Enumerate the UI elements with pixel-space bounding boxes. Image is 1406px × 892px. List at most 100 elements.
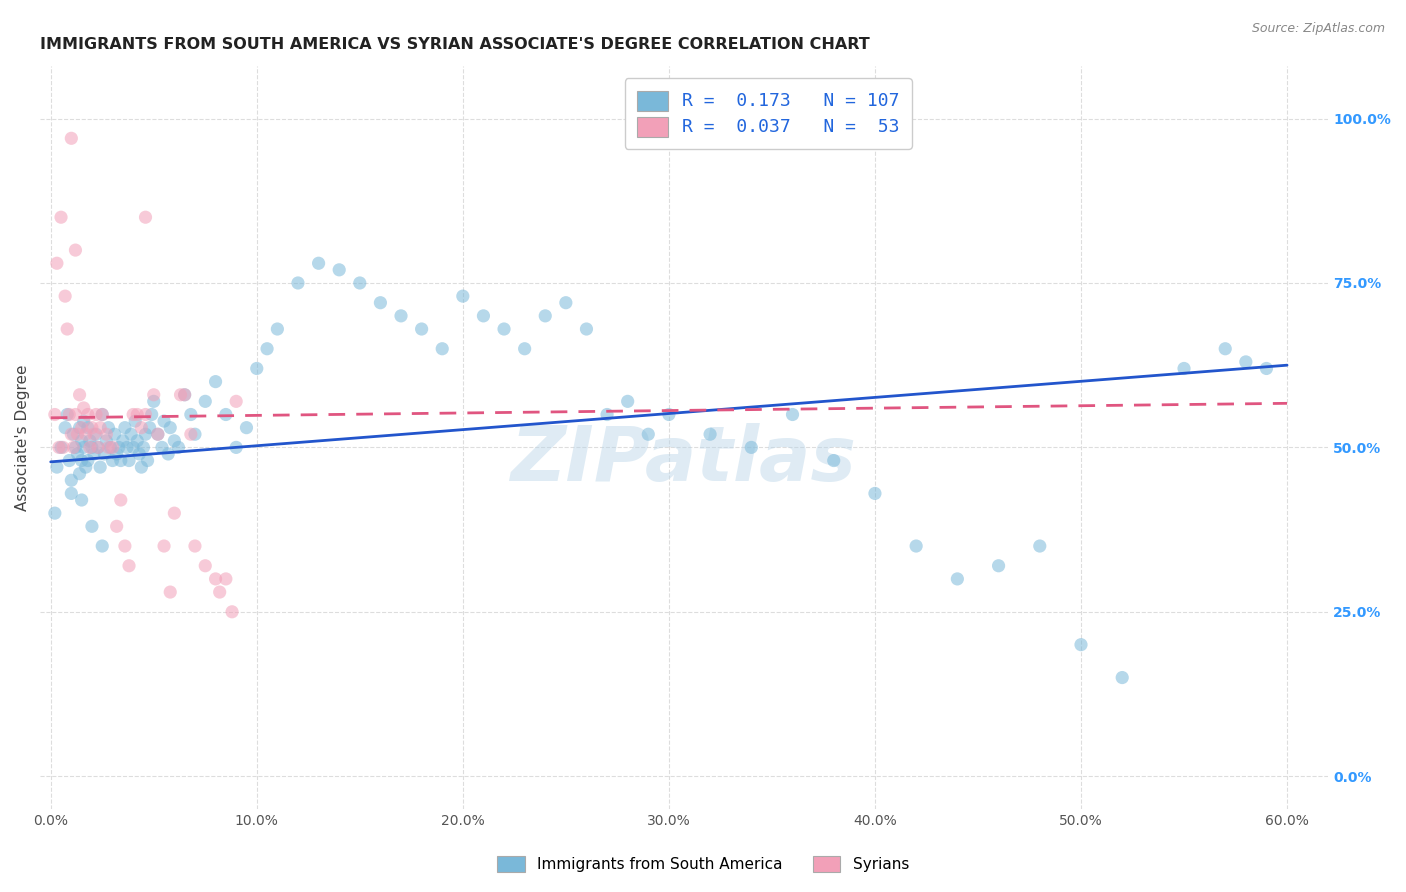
- Legend: R =  0.173   N = 107, R =  0.037   N =  53: R = 0.173 N = 107, R = 0.037 N = 53: [624, 78, 911, 149]
- Point: [146, 427, 169, 442]
- Point: [432, 342, 454, 356]
- Point: [80, 420, 103, 434]
- Point: [56, 322, 79, 336]
- Point: [69, 467, 91, 481]
- Point: [1111, 671, 1133, 685]
- Text: Source: ZipAtlas.com: Source: ZipAtlas.com: [1251, 22, 1385, 36]
- Point: [153, 539, 176, 553]
- Point: [75, 427, 97, 442]
- Point: [118, 558, 141, 573]
- Point: [287, 276, 309, 290]
- Point: [45, 460, 67, 475]
- Point: [84, 427, 107, 442]
- Point: [70, 493, 93, 508]
- Point: [52, 441, 75, 455]
- Point: [66, 447, 89, 461]
- Point: [107, 441, 129, 455]
- Point: [65, 408, 87, 422]
- Point: [180, 427, 202, 442]
- Point: [131, 460, 153, 475]
- Point: [194, 394, 217, 409]
- Point: [204, 572, 226, 586]
- Point: [637, 427, 659, 442]
- Point: [83, 427, 105, 442]
- Point: [225, 394, 247, 409]
- Point: [58, 453, 80, 467]
- Point: [127, 434, 149, 448]
- Point: [73, 441, 96, 455]
- Point: [308, 256, 330, 270]
- Point: [142, 394, 165, 409]
- Point: [575, 322, 598, 336]
- Point: [1173, 361, 1195, 376]
- Point: [96, 434, 118, 448]
- Point: [370, 295, 392, 310]
- Point: [1213, 342, 1236, 356]
- Point: [62, 441, 84, 455]
- Point: [118, 453, 141, 467]
- Point: [141, 408, 163, 422]
- Point: [80, 441, 103, 455]
- Point: [56, 408, 79, 422]
- Point: [58, 408, 80, 422]
- Point: [70, 434, 93, 448]
- Point: [60, 473, 83, 487]
- Point: [328, 262, 350, 277]
- Point: [105, 447, 128, 461]
- Point: [91, 539, 114, 553]
- Point: [93, 447, 115, 461]
- Point: [411, 322, 433, 336]
- Point: [173, 388, 195, 402]
- Point: [266, 322, 288, 336]
- Point: [142, 388, 165, 402]
- Point: [163, 434, 186, 448]
- Point: [492, 322, 515, 336]
- Point: [616, 394, 638, 409]
- Text: ZIPatlas: ZIPatlas: [512, 423, 858, 497]
- Point: [101, 453, 124, 467]
- Point: [45, 256, 67, 270]
- Point: [132, 441, 155, 455]
- Point: [49, 441, 72, 455]
- Point: [89, 420, 111, 434]
- Point: [1234, 355, 1257, 369]
- Point: [96, 427, 118, 442]
- Point: [134, 408, 156, 422]
- Point: [124, 414, 146, 428]
- Point: [60, 427, 83, 442]
- Point: [70, 420, 93, 434]
- Point: [87, 441, 110, 455]
- Point: [131, 420, 153, 434]
- Point: [76, 408, 98, 422]
- Point: [184, 427, 207, 442]
- Point: [66, 427, 89, 442]
- Point: [73, 414, 96, 428]
- Point: [44, 408, 66, 422]
- Point: [153, 414, 176, 428]
- Point: [823, 453, 845, 467]
- Point: [180, 408, 202, 422]
- Point: [513, 342, 536, 356]
- Point: [60, 486, 83, 500]
- Point: [79, 441, 101, 455]
- Point: [80, 519, 103, 533]
- Point: [136, 453, 159, 467]
- Point: [91, 408, 114, 422]
- Point: [159, 585, 181, 599]
- Point: [114, 539, 136, 553]
- Point: [79, 434, 101, 448]
- Point: [114, 420, 136, 434]
- Legend: Immigrants from South America, Syrians: Immigrants from South America, Syrians: [489, 848, 917, 880]
- Point: [110, 453, 132, 467]
- Point: [451, 289, 474, 303]
- Point: [349, 276, 371, 290]
- Point: [69, 420, 91, 434]
- Point: [204, 375, 226, 389]
- Point: [208, 585, 231, 599]
- Point: [97, 441, 120, 455]
- Point: [740, 441, 762, 455]
- Point: [146, 427, 169, 442]
- Point: [157, 447, 180, 461]
- Point: [472, 309, 495, 323]
- Point: [863, 486, 886, 500]
